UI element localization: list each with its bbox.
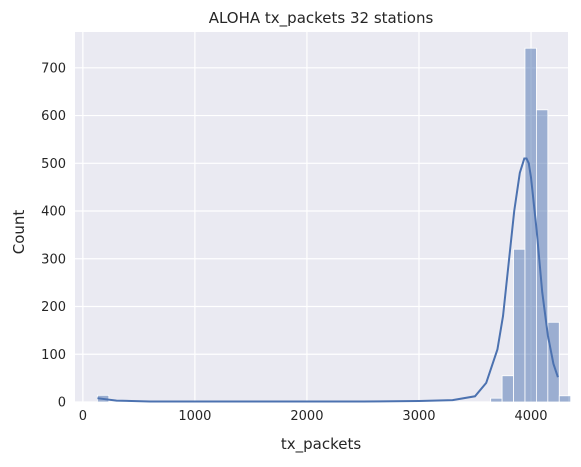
kde-line: [97, 157, 559, 403]
x-tick-label: 1000: [178, 409, 211, 424]
x-tick-label: 2000: [290, 409, 323, 424]
histogram-bar: [536, 109, 549, 403]
x-tick-label: 4000: [514, 409, 547, 424]
y-axis-label: Count: [10, 210, 28, 255]
y-tick-label: 300: [41, 252, 66, 267]
y-tick-label: 200: [41, 300, 66, 315]
y-tick-label: 700: [41, 61, 66, 76]
chart-title: ALOHA tx_packets 32 stations: [209, 9, 434, 28]
y-tick-label: 500: [41, 157, 66, 172]
histogram-bar: [501, 375, 514, 403]
x-tick-label: 3000: [402, 409, 435, 424]
histogram-bar: [524, 47, 537, 403]
y-tick-label: 400: [41, 205, 66, 220]
histogram-bar: [513, 248, 526, 403]
histogram-bar: [490, 397, 503, 403]
x-tick-label: 0: [79, 409, 87, 424]
y-tick-label: 600: [41, 109, 66, 124]
histogram-bar: [558, 395, 572, 403]
ticks: 0 1000 2000 3000 4000 0 100 200 300 400 500 600 700: [41, 61, 547, 424]
x-axis-label: tx_packets: [281, 435, 361, 454]
y-tick-label: 100: [41, 348, 66, 363]
y-tick-label: 0: [58, 396, 66, 411]
plot-background: [75, 32, 568, 402]
